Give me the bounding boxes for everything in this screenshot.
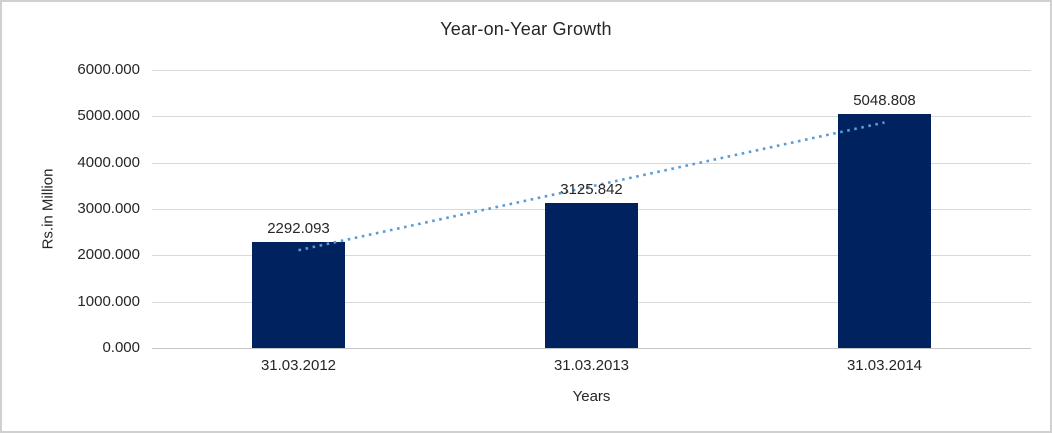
chart-title: Year-on-Year Growth [440,19,612,39]
bar-data-label: 2292.093 [267,219,330,237]
y-tick-label: 1000.000 [77,292,140,310]
x-axis-title: Years [572,388,611,405]
plot-area: 2292.093 3125.842 5048.808 [152,70,1031,349]
x-tick-label: 31.03.2012 [260,357,337,374]
y-tick-label: 5000.000 [77,107,140,125]
bar [545,203,638,348]
bar-data-label: 5048.808 [853,92,916,110]
x-axis-line [152,348,1031,349]
gridline [152,70,1031,71]
bar-data-label: 3125.842 [560,181,623,199]
y-tick-label: 6000.000 [77,61,140,78]
y-tick-label: 2000.000 [77,246,140,264]
y-tick-label: 0.000 [102,339,140,356]
x-tick-label: 31.03.2013 [553,357,630,374]
bar [838,114,931,348]
x-tick-label: 31.03.2014 [846,357,923,374]
y-tick-label: 4000.000 [77,153,140,171]
gridline [152,116,1031,118]
bar [252,241,345,348]
y-tick-label: 3000.000 [77,200,140,217]
